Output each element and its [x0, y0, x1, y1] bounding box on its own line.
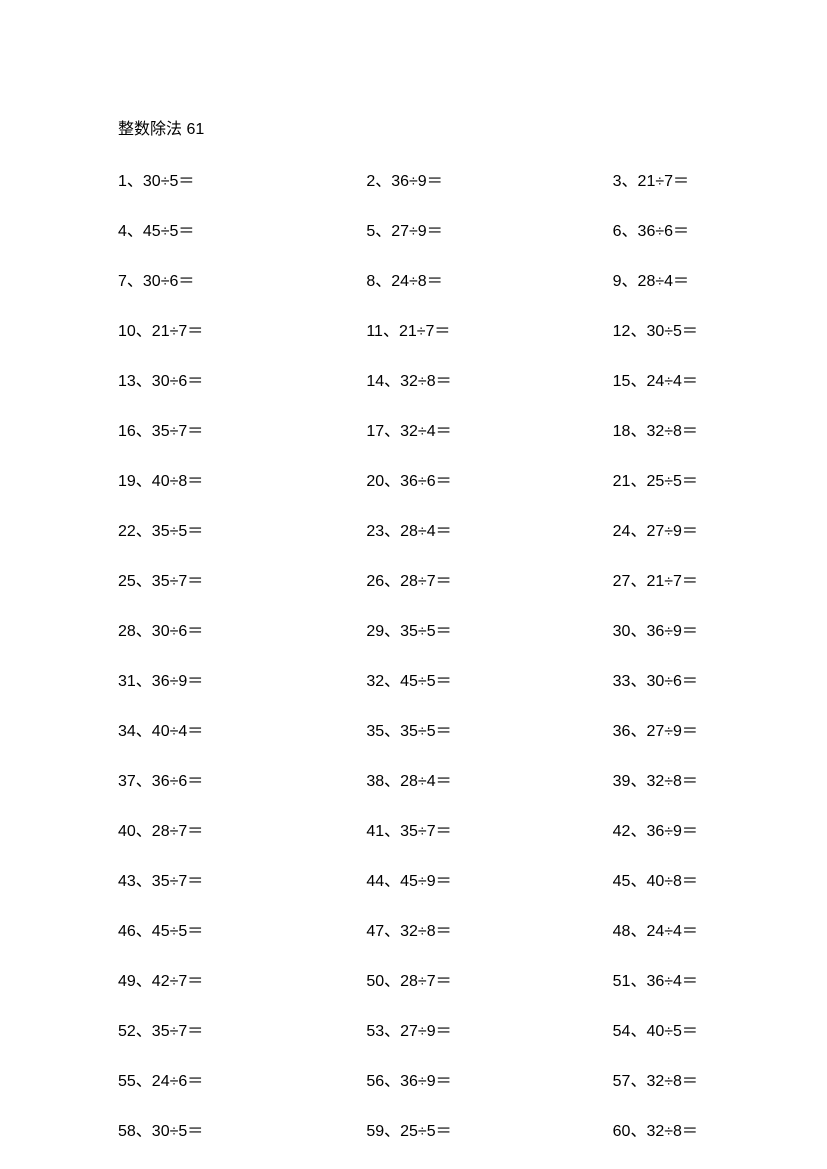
problem-item: 12、30÷5＝ — [531, 317, 727, 341]
problem-item: 29、35÷5＝ — [324, 617, 520, 641]
problem-item: 32、45÷5＝ — [324, 667, 520, 691]
problem-item: 18、32÷8＝ — [531, 417, 727, 441]
problem-item: 53、27÷9＝ — [324, 1017, 520, 1041]
problem-item: 43、35÷7＝ — [118, 867, 314, 891]
problem-item: 60、32÷8＝ — [531, 1117, 727, 1141]
problem-item: 33、30÷6＝ — [531, 667, 727, 691]
problem-item: 39、32÷8＝ — [531, 767, 727, 791]
problem-item: 35、35÷5＝ — [324, 717, 520, 741]
problem-item: 54、40÷5＝ — [531, 1017, 727, 1041]
problem-item: 13、30÷6＝ — [118, 367, 314, 391]
problem-item: 38、28÷4＝ — [324, 767, 520, 791]
problem-item: 41、35÷7＝ — [324, 817, 520, 841]
problem-item: 7、30÷6＝ — [118, 267, 314, 291]
problem-item: 14、32÷8＝ — [324, 367, 520, 391]
problem-item: 36、27÷9＝ — [531, 717, 727, 741]
problem-item: 24、27÷9＝ — [531, 517, 727, 541]
problem-item: 40、28÷7＝ — [118, 817, 314, 841]
problem-item: 27、21÷7＝ — [531, 567, 727, 591]
problem-item: 1、30÷5＝ — [118, 167, 314, 191]
problem-item: 55、24÷6＝ — [118, 1067, 314, 1091]
problem-item: 9、28÷4＝ — [531, 267, 727, 291]
problem-item: 19、40÷8＝ — [118, 467, 314, 491]
problem-item: 3、21÷7＝ — [531, 167, 727, 191]
worksheet-title: 整数除法 61 — [118, 115, 727, 139]
problem-item: 44、45÷9＝ — [324, 867, 520, 891]
problem-item: 58、30÷5＝ — [118, 1117, 314, 1141]
problem-item: 50、28÷7＝ — [324, 967, 520, 991]
problem-item: 45、40÷8＝ — [531, 867, 727, 891]
problem-item: 16、35÷7＝ — [118, 417, 314, 441]
problem-item: 20、36÷6＝ — [324, 467, 520, 491]
problem-item: 34、40÷4＝ — [118, 717, 314, 741]
problem-item: 31、36÷9＝ — [118, 667, 314, 691]
problem-item: 11、21÷7＝ — [324, 317, 520, 341]
problem-item: 8、24÷8＝ — [324, 267, 520, 291]
problem-item: 23、28÷4＝ — [324, 517, 520, 541]
problem-item: 5、27÷9＝ — [324, 217, 520, 241]
problem-item: 42、36÷9＝ — [531, 817, 727, 841]
problem-item: 26、28÷7＝ — [324, 567, 520, 591]
problem-item: 57、32÷8＝ — [531, 1067, 727, 1091]
problem-item: 21、25÷5＝ — [531, 467, 727, 491]
problem-item: 22、35÷5＝ — [118, 517, 314, 541]
problem-item: 51、36÷4＝ — [531, 967, 727, 991]
problem-item: 15、24÷4＝ — [531, 367, 727, 391]
problem-item: 4、45÷5＝ — [118, 217, 314, 241]
problem-item: 17、32÷4＝ — [324, 417, 520, 441]
problem-item: 6、36÷6＝ — [531, 217, 727, 241]
problem-item: 25、35÷7＝ — [118, 567, 314, 591]
problem-item: 47、32÷8＝ — [324, 917, 520, 941]
problem-item: 2、36÷9＝ — [324, 167, 520, 191]
problem-item: 59、25÷5＝ — [324, 1117, 520, 1141]
problem-item: 52、35÷7＝ — [118, 1017, 314, 1041]
problem-item: 49、42÷7＝ — [118, 967, 314, 991]
problem-item: 10、21÷7＝ — [118, 317, 314, 341]
problem-item: 37、36÷6＝ — [118, 767, 314, 791]
problem-item: 56、36÷9＝ — [324, 1067, 520, 1091]
problems-grid: 1、30÷5＝ 2、36÷9＝ 3、21÷7＝ 4、45÷5＝ 5、27÷9＝ 6、36÷… — [118, 167, 727, 1141]
problem-item: 30、36÷9＝ — [531, 617, 727, 641]
problem-item: 46、45÷5＝ — [118, 917, 314, 941]
problem-item: 28、30÷6＝ — [118, 617, 314, 641]
problem-item: 48、24÷4＝ — [531, 917, 727, 941]
